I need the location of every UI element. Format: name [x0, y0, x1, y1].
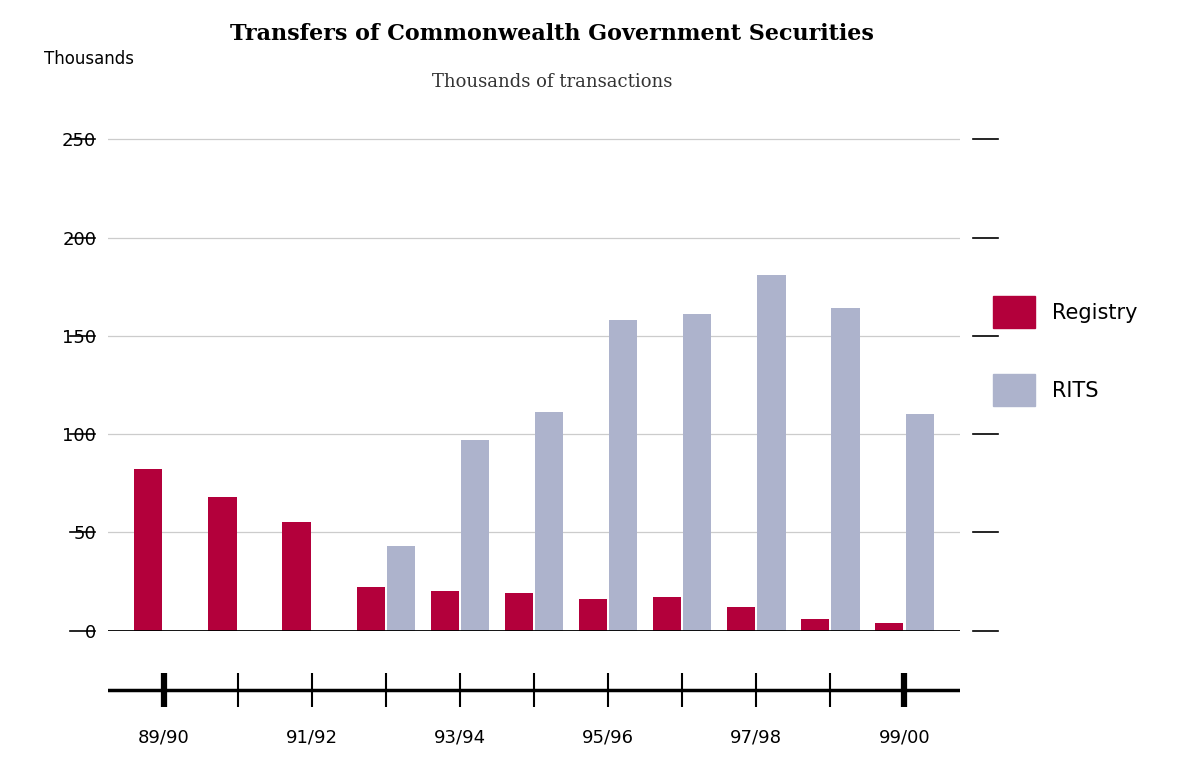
Bar	[356, 588, 385, 631]
Bar	[209, 497, 236, 631]
Bar	[386, 546, 415, 631]
Text: Thousands of transactions: Thousands of transactions	[432, 73, 672, 91]
Text: 95/96: 95/96	[582, 728, 634, 746]
Bar	[683, 315, 712, 631]
Bar	[610, 320, 637, 631]
Text: 97/98: 97/98	[731, 728, 782, 746]
Text: 93/94: 93/94	[434, 728, 486, 746]
Bar	[802, 619, 829, 631]
Bar	[461, 440, 490, 631]
Text: 91/92: 91/92	[286, 728, 337, 746]
Text: Transfers of Commonwealth Government Securities: Transfers of Commonwealth Government Sec…	[230, 23, 874, 45]
Bar	[727, 607, 755, 631]
Bar	[653, 598, 682, 631]
Legend: Registry, RITS: Registry, RITS	[994, 296, 1138, 406]
Text: 99/00: 99/00	[878, 728, 930, 746]
Bar	[875, 623, 904, 631]
Bar	[431, 591, 458, 631]
Bar	[282, 522, 311, 631]
Bar	[535, 412, 563, 631]
Bar	[134, 469, 162, 631]
Bar	[832, 308, 859, 631]
Bar	[578, 599, 607, 631]
Bar	[757, 275, 786, 631]
Text: Thousands: Thousands	[44, 50, 134, 68]
Bar	[906, 414, 934, 631]
Text: 89/90: 89/90	[138, 728, 190, 746]
Bar	[505, 593, 533, 631]
